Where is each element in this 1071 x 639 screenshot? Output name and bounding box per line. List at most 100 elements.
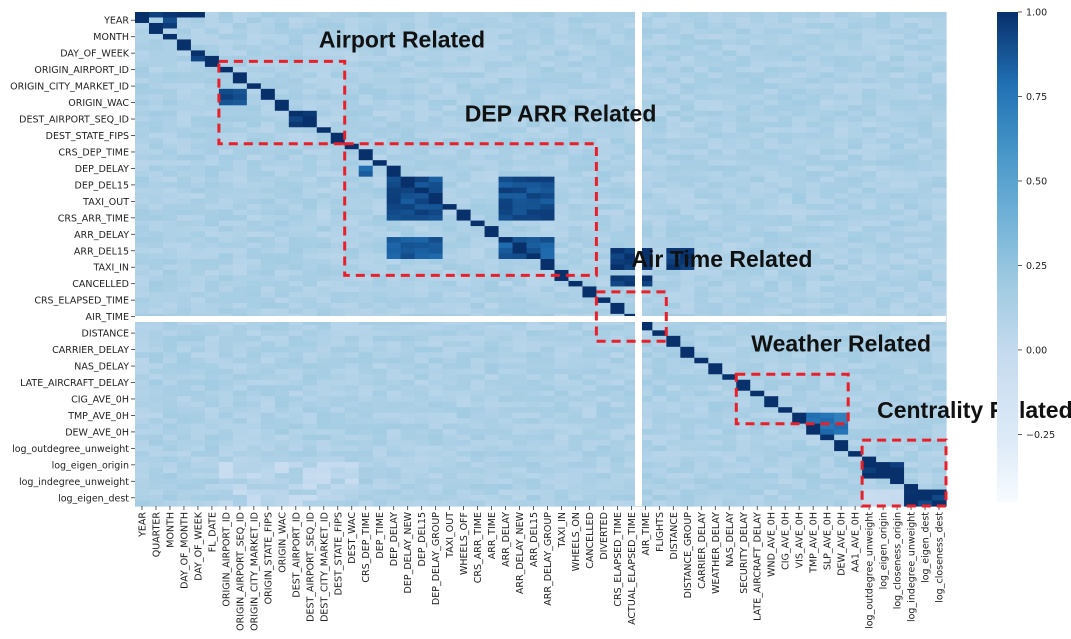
- heatmap-cell: [400, 215, 416, 222]
- heatmap-cell: [526, 352, 542, 359]
- heatmap-cell: [918, 363, 933, 370]
- heatmap-cell: [414, 28, 430, 35]
- heatmap-cell: [694, 33, 709, 41]
- heatmap-cell: [722, 143, 737, 150]
- heatmap-cell: [162, 462, 178, 469]
- heatmap-cell: [582, 176, 598, 183]
- heatmap-cell: [638, 346, 653, 353]
- heatmap-cell: [190, 50, 206, 57]
- heatmap-cell: [260, 28, 276, 35]
- heatmap-cell: [666, 308, 681, 315]
- heatmap-cell: [372, 39, 388, 46]
- heatmap-cell: [904, 418, 919, 425]
- heatmap-cell: [358, 346, 374, 353]
- heatmap-cell: [750, 182, 765, 189]
- heatmap-cell: [890, 215, 905, 222]
- heatmap-cell: [204, 357, 220, 364]
- heatmap-cell: [834, 149, 849, 156]
- heatmap-cell: [708, 182, 723, 189]
- heatmap-cell: [386, 357, 402, 364]
- heatmap-cell: [932, 198, 947, 205]
- heatmap-cell: [372, 77, 388, 84]
- heatmap-cell: [400, 187, 416, 194]
- heatmap-cell: [736, 445, 751, 452]
- heatmap-cell: [540, 412, 556, 419]
- heatmap-cell: [708, 357, 723, 364]
- heatmap-cell: [764, 280, 779, 288]
- heatmap-cell: [652, 269, 667, 277]
- heatmap-cell: [694, 352, 709, 359]
- heatmap-cell: [638, 440, 653, 447]
- heatmap-cell: [442, 193, 458, 200]
- heatmap-cell: [610, 121, 625, 128]
- heatmap-cell: [232, 149, 248, 156]
- heatmap-cell: [428, 94, 444, 101]
- heatmap-cell: [666, 456, 681, 463]
- heatmap-cell: [918, 61, 933, 68]
- heatmap-cell: [484, 324, 500, 331]
- heatmap-cell: [694, 12, 709, 19]
- heatmap-cell: [904, 264, 919, 271]
- heatmap-cell: [820, 302, 835, 309]
- heatmap-cell: [778, 127, 793, 134]
- heatmap-cell: [470, 44, 486, 52]
- heatmap-cell: [512, 160, 528, 167]
- heatmap-cell: [428, 264, 444, 271]
- heatmap-cell: [638, 423, 653, 430]
- heatmap-cell: [764, 286, 779, 293]
- heatmap-cell: [330, 456, 346, 463]
- heatmap-cell: [176, 132, 192, 139]
- heatmap-cell: [834, 242, 849, 249]
- heatmap-cell: [722, 22, 737, 30]
- heatmap-cell: [372, 110, 388, 117]
- heatmap-cell: [274, 33, 290, 41]
- heatmap-cell: [428, 385, 444, 392]
- heatmap-cell: [162, 215, 178, 222]
- heatmap-cell: [470, 341, 486, 348]
- heatmap-cell: [246, 357, 262, 364]
- heatmap-cell: [135, 451, 150, 458]
- heatmap-cell: [148, 193, 164, 200]
- heatmap-cell: [442, 429, 458, 436]
- heatmap-cell: [610, 242, 625, 249]
- heatmap-cell: [554, 204, 570, 211]
- heatmap-cell: [834, 445, 849, 452]
- heatmap-cell: [456, 61, 472, 68]
- heatmap-cell: [750, 434, 765, 441]
- heatmap-cell: [246, 143, 262, 150]
- heatmap-cell: [288, 12, 304, 19]
- heatmap-cell: [442, 280, 458, 288]
- heatmap-cell: [834, 374, 849, 381]
- heatmap-cell: [232, 478, 248, 485]
- heatmap-cell: [666, 176, 681, 183]
- heatmap-cell: [148, 379, 164, 386]
- heatmap-cell: [218, 434, 234, 441]
- heatmap-cell: [708, 237, 723, 244]
- heatmap-cell: [428, 28, 444, 35]
- heatmap-cell: [246, 374, 262, 381]
- heatmap-cell: [834, 280, 849, 288]
- heatmap-cell: [750, 374, 765, 381]
- heatmap-cell: [806, 231, 821, 238]
- heatmap-cell: [806, 269, 821, 277]
- heatmap-cell: [316, 451, 332, 458]
- heatmap-cell: [708, 429, 723, 436]
- heatmap-cell: [358, 28, 374, 35]
- heatmap-cell: [862, 72, 877, 79]
- heatmap-cell: [484, 280, 500, 288]
- heatmap-cell: [848, 341, 863, 348]
- heatmap-cell: [302, 280, 318, 288]
- heatmap-cell: [330, 346, 346, 353]
- heatmap-cell: [568, 171, 584, 178]
- heatmap-cell: [694, 72, 709, 79]
- heatmap-cell: [218, 473, 234, 480]
- heatmap-cell: [778, 456, 793, 463]
- heatmap-cell: [876, 99, 891, 106]
- heatmap-cell: [484, 83, 500, 90]
- heatmap-cell: [764, 138, 779, 145]
- heatmap-cell: [232, 132, 248, 139]
- heatmap-cell: [232, 330, 248, 337]
- heatmap-cell: [750, 83, 765, 90]
- heatmap-cell: [442, 324, 458, 331]
- heatmap-cell: [778, 121, 793, 128]
